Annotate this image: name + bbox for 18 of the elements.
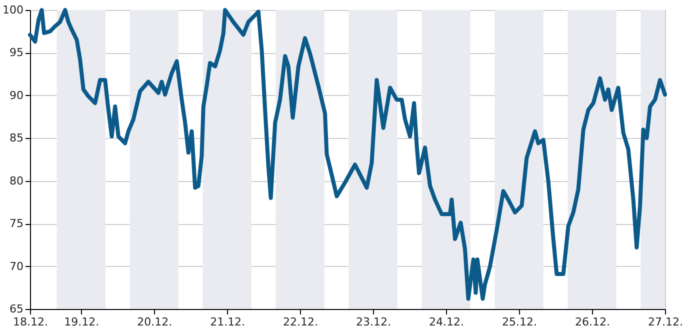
x-tick-label: 18.12. xyxy=(13,316,48,328)
x-tick-label: 19.12. xyxy=(64,316,100,328)
y-tick-label: 95 xyxy=(10,46,24,60)
y-tick-label: 90 xyxy=(10,88,24,102)
x-tick-label: 23.12. xyxy=(356,316,392,328)
x-tick-label: 21.12. xyxy=(210,316,246,328)
y-tick-label: 70 xyxy=(10,260,24,273)
y-tick-label: 65 xyxy=(10,302,24,316)
y-tick-label: 100 xyxy=(2,4,24,16)
x-tick-label: 26.12. xyxy=(575,316,610,328)
x-tick-label: 22.12. xyxy=(283,316,318,328)
y-tick-label: 80 xyxy=(10,174,24,188)
x-tick-label: 27.12. xyxy=(648,316,683,328)
x-tick-label: 25.12. xyxy=(502,316,538,328)
y-tick-label: 75 xyxy=(10,217,24,230)
x-tick-label: 24.12. xyxy=(429,316,464,328)
x-tick-label: 20.12. xyxy=(137,316,172,328)
y-tick-label: 85 xyxy=(10,132,24,145)
